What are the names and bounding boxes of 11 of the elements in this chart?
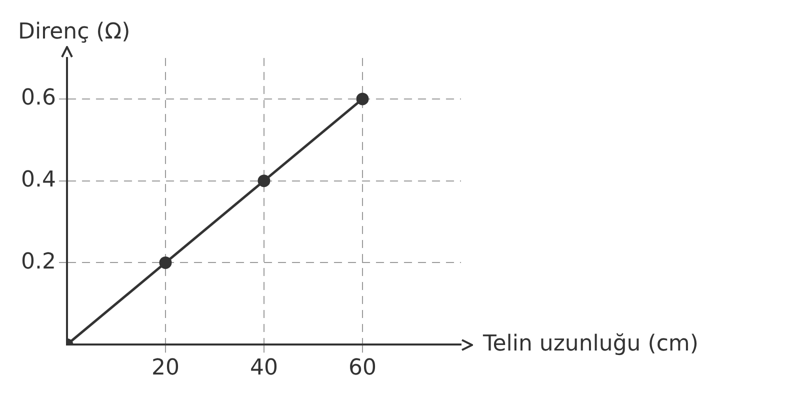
- point: [159, 256, 172, 269]
- point: [258, 174, 270, 188]
- y-axis-title: Direnç (Ω): [18, 20, 130, 45]
- x-axis-title: Telin uzunluğu (cm): [482, 331, 698, 356]
- x-tick-label: 20: [151, 356, 180, 381]
- x-tick-label: 60: [348, 356, 376, 381]
- y-tick-label: 0.4: [20, 168, 56, 193]
- y-tick-label: 0.6: [20, 86, 56, 111]
- x-tick-label: 40: [250, 356, 278, 381]
- point: [356, 92, 369, 106]
- y-tick-label: 0.2: [20, 249, 56, 274]
